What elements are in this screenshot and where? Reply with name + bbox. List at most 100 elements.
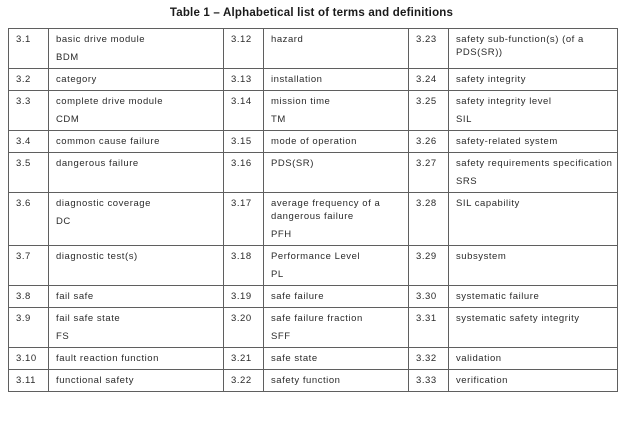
term-cell: safe failure [263,285,409,308]
term-label: functional safety [56,375,135,386]
term-cell: verification [448,369,618,392]
term-label: safe failure fraction [271,313,363,324]
term-number-cell: 3.14 [223,90,264,131]
term-cell: diagnostic coverage DC [48,192,224,246]
term-abbreviation: DC [56,216,71,227]
table-row: 3.6 diagnostic coverage DC 3.17 average freq… [8,192,618,246]
term-number-cell: 3.7 [8,245,49,286]
term-number-cell: 3.21 [223,347,264,370]
term-cell: safety function [263,369,409,392]
term-number-cell: 3.29 [408,245,449,286]
term-label: hazard [271,34,304,45]
term-label: safety integrity [456,74,527,85]
term-cell: Performance Level PL [263,245,409,286]
term-label: safety-related system [456,136,558,147]
table-row: 3.11 functional safety 3.22 safety function… [8,369,618,392]
table-row: 3.8 fail safe 3.19 safe failure 3.30 systemat… [8,285,618,308]
term-label: diagnostic coverage [56,198,151,209]
term-cell: SIL capability [448,192,618,246]
term-cell: common cause failure [48,130,224,153]
term-label: installation [271,74,323,85]
term-number-cell: 3.30 [408,285,449,308]
term-number-cell: 3.16 [223,152,264,193]
term-cell: safety requirements specification SRS [448,152,618,193]
term-label: Performance Level [271,251,361,262]
table-row: 3.10 fault reaction function 3.21 safe stat… [8,347,618,370]
term-cell: average frequency of a dangerous failure… [263,192,409,246]
term-label: validation [456,353,502,364]
table-row: 3.1 basic drive module BDM 3.12 hazard 3.23 sa… [8,28,618,69]
table-row: 3.2 category 3.13 installation 3.24 safety in… [8,68,618,91]
term-number-cell: 3.3 [8,90,49,131]
terms-table: 3.1 basic drive module BDM 3.12 hazard 3.23 sa… [8,28,618,392]
term-number-cell: 3.9 [8,307,49,348]
term-cell: mission time TM [263,90,409,131]
term-abbreviation: SFF [271,331,291,342]
term-number-cell: 3.5 [8,152,49,193]
term-label: safety function [271,375,341,386]
term-cell: dangerous failure [48,152,224,193]
term-label: PDS(SR) [271,158,314,169]
term-abbreviation: PFH [271,229,292,240]
term-cell: safe failure fraction SFF [263,307,409,348]
term-number-cell: 3.20 [223,307,264,348]
term-label: safety integrity level [456,96,552,107]
term-cell: safety integrity level SIL [448,90,618,131]
term-cell: complete drive module CDM [48,90,224,131]
term-cell: PDS(SR) [263,152,409,193]
term-abbreviation: SIL [456,114,472,125]
term-label: safety sub-function(s) (of a PDS(SR)) [456,34,584,58]
table-row: 3.5 dangerous failure 3.16 PDS(SR) 3.27 safet… [8,152,618,193]
term-label: complete drive module [56,96,164,107]
term-cell: validation [448,347,618,370]
term-number-cell: 3.17 [223,192,264,246]
term-label: average frequency of a dangerous failure [271,198,381,222]
term-number-cell: 3.10 [8,347,49,370]
term-cell: fail safe [48,285,224,308]
term-label: systematic safety integrity [456,313,580,324]
term-cell: category [48,68,224,91]
term-label: SIL capability [456,198,520,209]
term-number-cell: 3.19 [223,285,264,308]
term-abbreviation: FS [56,331,70,342]
term-number-cell: 3.11 [8,369,49,392]
term-label: verification [456,375,509,386]
term-cell: basic drive module BDM [48,28,224,69]
term-cell: safety sub-function(s) (of a PDS(SR)) [448,28,618,69]
term-number-cell: 3.26 [408,130,449,153]
term-label: basic drive module [56,34,146,45]
term-number-cell: 3.22 [223,369,264,392]
term-label: fail safe [56,291,94,302]
term-number-cell: 3.32 [408,347,449,370]
term-cell: diagnostic test(s) [48,245,224,286]
term-cell: systematic failure [448,285,618,308]
term-number-cell: 3.28 [408,192,449,246]
table-row: 3.7 diagnostic test(s) 3.18 Performance Lev… [8,245,618,286]
term-label: safety requirements specification [456,158,613,169]
term-abbreviation: PL [271,269,284,280]
term-abbreviation: TM [271,114,286,125]
term-number-cell: 3.25 [408,90,449,131]
term-number-cell: 3.8 [8,285,49,308]
term-cell: hazard [263,28,409,69]
term-number-cell: 3.6 [8,192,49,246]
term-number-cell: 3.13 [223,68,264,91]
term-label: category [56,74,97,85]
table-row: 3.9 fail safe state FS 3.20 safe failure fra… [8,307,618,348]
term-label: common cause failure [56,136,160,147]
term-number-cell: 3.24 [408,68,449,91]
term-number-cell: 3.1 [8,28,49,69]
term-cell: installation [263,68,409,91]
term-label: mode of operation [271,136,357,147]
term-abbreviation: SRS [456,176,478,187]
term-abbreviation: BDM [56,52,79,63]
term-cell: fault reaction function [48,347,224,370]
term-label: safe state [271,353,318,364]
term-number-cell: 3.23 [408,28,449,69]
term-number-cell: 3.27 [408,152,449,193]
term-label: mission time [271,96,331,107]
term-cell: mode of operation [263,130,409,153]
term-cell: subsystem [448,245,618,286]
term-cell: systematic safety integrity [448,307,618,348]
